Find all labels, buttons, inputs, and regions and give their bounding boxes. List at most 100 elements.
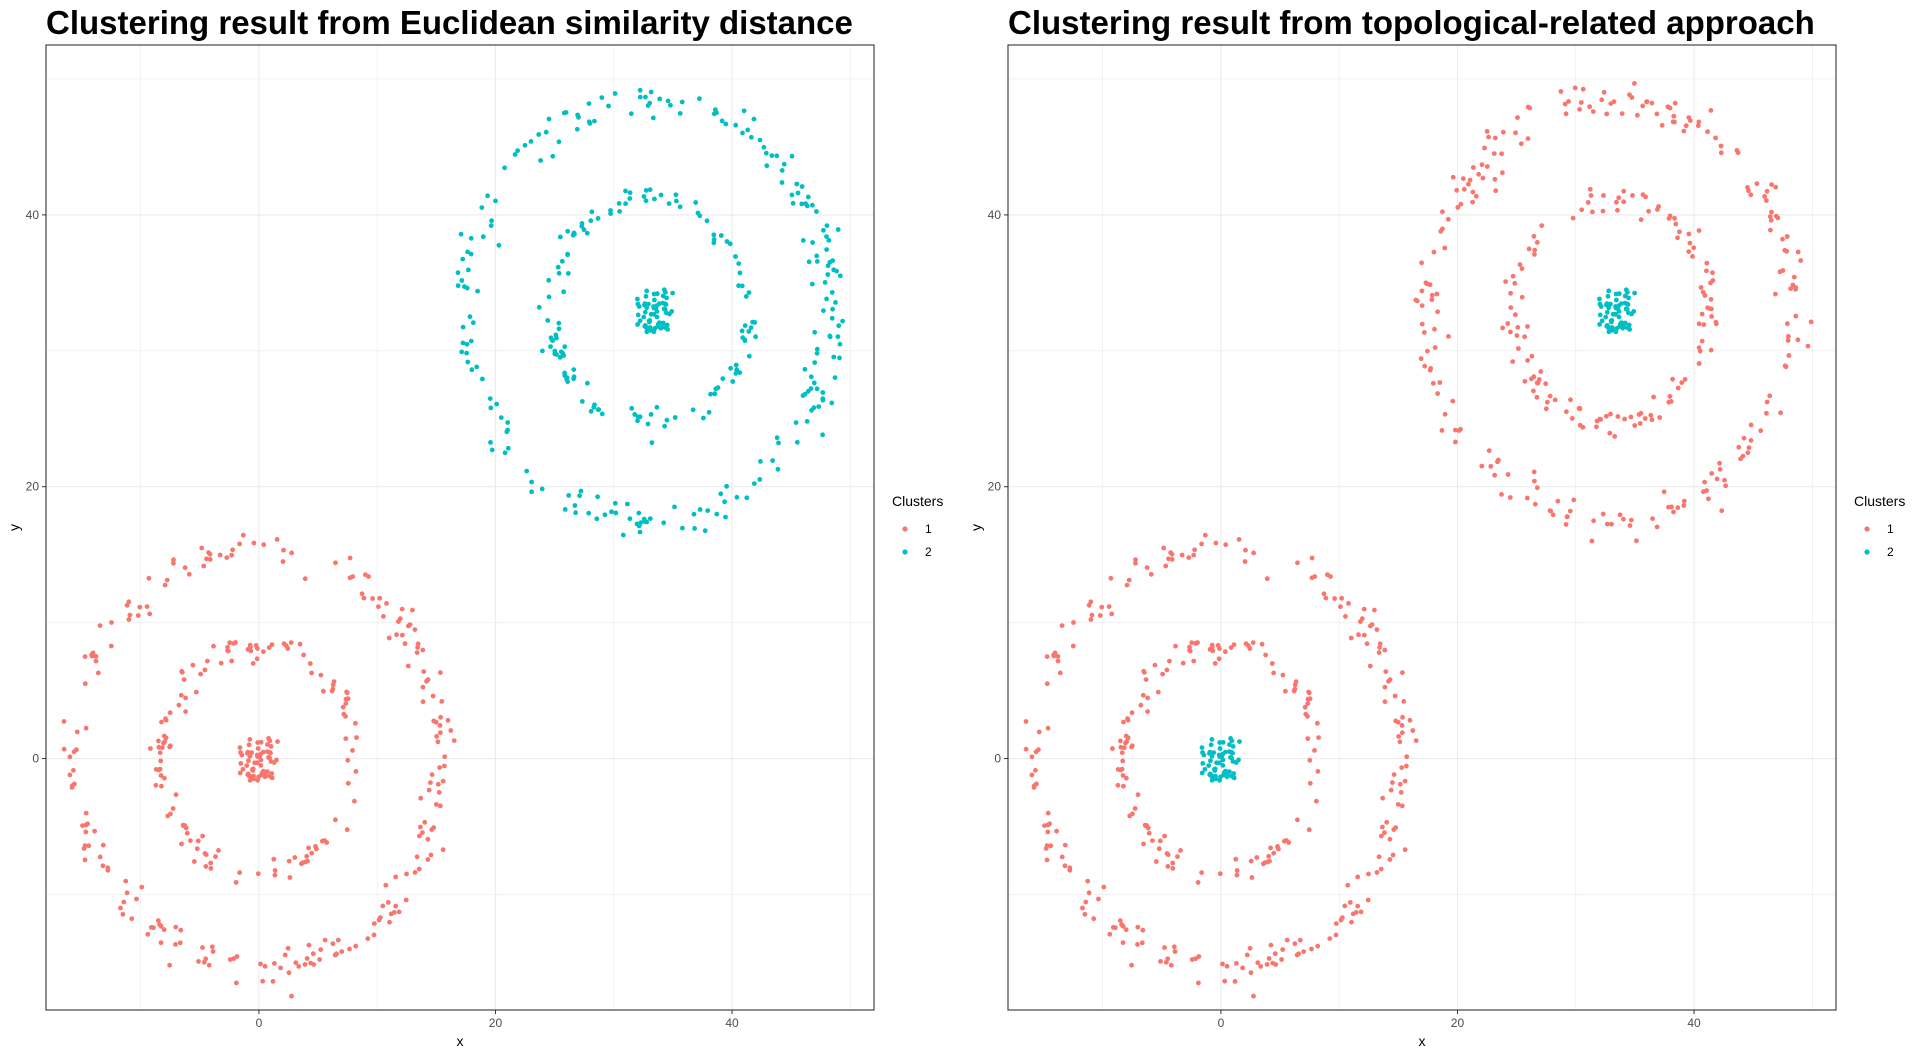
data-point	[268, 744, 274, 749]
data-point	[661, 520, 667, 526]
data-point	[1461, 186, 1467, 192]
data-point	[240, 532, 246, 538]
data-point	[156, 744, 162, 750]
data-point	[1106, 604, 1112, 609]
y-axis-title: y	[968, 524, 984, 531]
data-point	[1604, 309, 1610, 315]
data-point	[1519, 266, 1525, 271]
data-point	[1187, 648, 1192, 653]
data-point	[1627, 523, 1633, 528]
data-point	[430, 693, 436, 699]
data-point	[1124, 775, 1129, 781]
data-point	[61, 746, 67, 752]
data-point	[309, 670, 314, 676]
x-axis-title: x	[1419, 1033, 1426, 1049]
data-point	[1718, 150, 1724, 156]
data-point	[345, 780, 351, 786]
data-point	[201, 563, 207, 569]
data-point	[191, 859, 197, 864]
data-point	[1088, 617, 1094, 622]
data-point	[420, 647, 426, 653]
data-point	[249, 750, 255, 755]
data-point	[1234, 961, 1239, 966]
data-point	[460, 256, 466, 262]
data-point	[1710, 270, 1715, 276]
data-point	[804, 419, 810, 424]
data-point	[826, 237, 832, 243]
data-point	[658, 192, 664, 198]
data-point	[108, 643, 114, 649]
data-point	[247, 737, 253, 742]
data-point	[246, 742, 252, 748]
data-point	[1778, 410, 1783, 416]
data-point	[1070, 643, 1076, 649]
data-point	[1346, 601, 1351, 606]
data-point	[1390, 852, 1396, 858]
data-point	[1690, 254, 1695, 259]
data-point	[1666, 216, 1672, 221]
data-point	[1543, 406, 1549, 412]
data-point	[635, 322, 640, 327]
data-point	[1217, 746, 1223, 751]
data-point	[1453, 427, 1458, 433]
data-point	[1717, 466, 1723, 472]
data-point	[1309, 946, 1314, 952]
data-point	[343, 701, 349, 706]
data-point	[1125, 716, 1130, 722]
plot-panel	[46, 45, 874, 1010]
data-point	[646, 301, 651, 307]
data-point	[824, 223, 830, 229]
data-point	[677, 111, 683, 116]
data-point	[1597, 296, 1602, 302]
data-point	[712, 391, 718, 397]
data-point	[1455, 205, 1461, 210]
data-point	[1044, 654, 1050, 659]
data-point	[1657, 415, 1663, 420]
chart-svg-topological: 0 20 40 0 20 40 x y Clusters 1 2	[968, 44, 1905, 1049]
data-point	[261, 649, 266, 655]
data-point	[97, 854, 103, 860]
data-point	[556, 139, 562, 145]
data-point	[1210, 648, 1216, 654]
data-point	[538, 158, 543, 163]
data-point	[1568, 397, 1573, 403]
data-point	[1123, 733, 1129, 739]
data-point	[332, 952, 338, 958]
data-point	[574, 126, 580, 132]
data-point	[70, 783, 75, 788]
data-point	[1762, 194, 1767, 199]
data-point	[61, 719, 67, 724]
data-point	[200, 945, 205, 950]
data-point	[1223, 542, 1229, 548]
data-point	[545, 318, 551, 323]
data-point	[540, 348, 545, 354]
data-point	[647, 327, 653, 333]
data-point	[1080, 905, 1085, 911]
data-point	[799, 201, 805, 207]
data-point	[1228, 645, 1234, 650]
data-point	[1086, 890, 1092, 896]
data-point	[1484, 164, 1490, 169]
data-point	[105, 867, 111, 873]
data-point	[164, 577, 170, 583]
data-point	[1051, 653, 1057, 659]
data-point	[1224, 963, 1230, 969]
data-point	[424, 678, 429, 684]
data-point	[1374, 627, 1380, 632]
data-point	[1396, 734, 1401, 739]
data-point	[1217, 646, 1222, 651]
data-point	[487, 396, 493, 401]
data-point	[1505, 321, 1511, 326]
data-point	[837, 341, 843, 347]
data-point	[71, 767, 76, 773]
data-point	[278, 965, 283, 971]
data-point	[565, 271, 571, 276]
data-point	[469, 367, 475, 373]
data-point	[438, 670, 443, 675]
data-point	[1649, 100, 1655, 106]
data-point	[231, 641, 237, 646]
data-point	[652, 297, 657, 303]
data-point	[1515, 115, 1520, 120]
data-point	[1795, 337, 1801, 343]
data-point	[269, 771, 275, 776]
